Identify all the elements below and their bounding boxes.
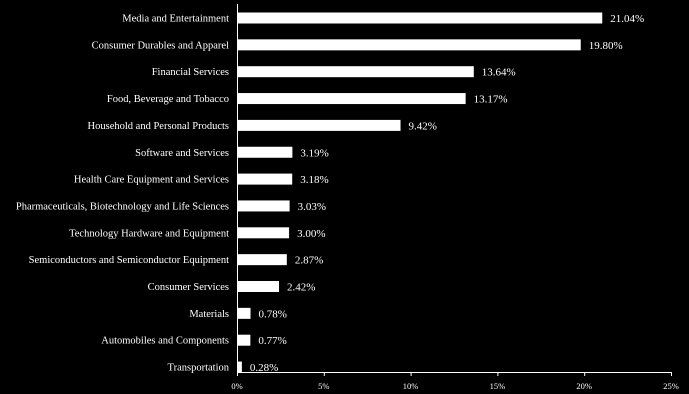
x-tick-label-0: 0%	[231, 381, 242, 391]
x-tick-label-25: 25%	[663, 381, 679, 391]
bar-transportation	[237, 361, 242, 373]
category-label-materials: Materials	[189, 309, 229, 320]
category-label-transportation: Transportation	[168, 363, 230, 374]
category-label-financial-services: Financial Services	[152, 67, 229, 78]
value-label-food-beverage-and-tobacco: 13.17%	[474, 94, 508, 106]
value-label-automobiles-and-components: 0.77%	[258, 335, 286, 347]
bar-health-care-equipment-and-services	[237, 173, 293, 185]
value-label-materials: 0.78%	[259, 308, 287, 320]
value-label-media-and-entertainment: 21.04%	[610, 13, 644, 25]
value-label-health-care-equipment-and-services: 3.18%	[300, 174, 328, 186]
category-label-consumer-durables-and-apparel: Consumer Durables and Apparel	[92, 40, 229, 51]
category-label-food-beverage-and-tobacco: Food, Beverage and Tobacco	[107, 94, 229, 105]
value-label-technology-hardware-and-equipment: 3.00%	[297, 228, 325, 240]
value-labels: 21.04% 19.80% 13.64% 13.17% 9.42% 3.19% 3.18% 3…	[250, 13, 644, 374]
category-label-consumer-services: Consumer Services	[148, 282, 229, 293]
category-label-household-and-personal-products: Household and Personal Products	[88, 121, 229, 132]
x-tick-label-15: 15%	[490, 381, 506, 391]
category-label-semiconductors-and-semiconductor-equipment: Semiconductors and Semiconductor Equipme…	[29, 255, 229, 266]
bars-layer	[237, 12, 603, 373]
category-label-media-and-entertainment: Media and Entertainment	[122, 14, 229, 25]
x-tick-label-5: 5%	[318, 381, 329, 391]
x-tick-label-10: 10%	[403, 381, 419, 391]
bar-software-and-services	[237, 146, 293, 158]
bar-consumer-services	[237, 281, 280, 292]
bar-automobiles-and-components	[237, 334, 251, 346]
value-label-consumer-durables-and-apparel: 19.80%	[589, 40, 623, 52]
value-label-pharmaceuticals-biotechnology-and-life-sciences: 3.03%	[298, 201, 326, 213]
value-label-financial-services: 13.64%	[482, 67, 516, 79]
x-axis: 0% 5% 10% 15% 20% 25%	[231, 4, 679, 391]
x-tick-label-20: 20%	[576, 381, 592, 391]
bar-pharmaceuticals-biotechnology-and-life-sciences	[237, 200, 290, 212]
value-label-software-and-services: 3.19%	[300, 147, 328, 159]
bar-household-and-personal-products	[237, 119, 401, 131]
category-labels: Media and Entertainment Consumer Durables…	[16, 14, 230, 374]
value-label-semiconductors-and-semiconductor-equipment: 2.87%	[295, 255, 323, 267]
bar-media-and-entertainment	[237, 12, 603, 24]
bar-technology-hardware-and-equipment	[237, 227, 290, 239]
category-label-software-and-services: Software and Services	[135, 148, 229, 159]
category-label-technology-hardware-and-equipment: Technology Hardware and Equipment	[69, 228, 229, 239]
category-label-health-care-equipment-and-services: Health Care Equipment and Services	[74, 175, 229, 186]
value-label-consumer-services: 2.42%	[287, 282, 315, 294]
value-label-household-and-personal-products: 9.42%	[409, 120, 437, 132]
bar-materials	[237, 307, 251, 319]
bar-consumer-durables-and-apparel	[237, 39, 581, 51]
bar-semiconductors-and-semiconductor-equipment	[237, 254, 287, 266]
bar-food-beverage-and-tobacco	[237, 93, 466, 105]
category-label-automobiles-and-components: Automobiles and Components	[101, 336, 229, 347]
category-label-pharmaceuticals-biotechnology-and-life-sciences: Pharmaceuticals, Biotechnology and Life …	[16, 201, 229, 212]
bar-financial-services	[237, 66, 474, 78]
value-label-transportation: 0.28%	[250, 362, 278, 374]
